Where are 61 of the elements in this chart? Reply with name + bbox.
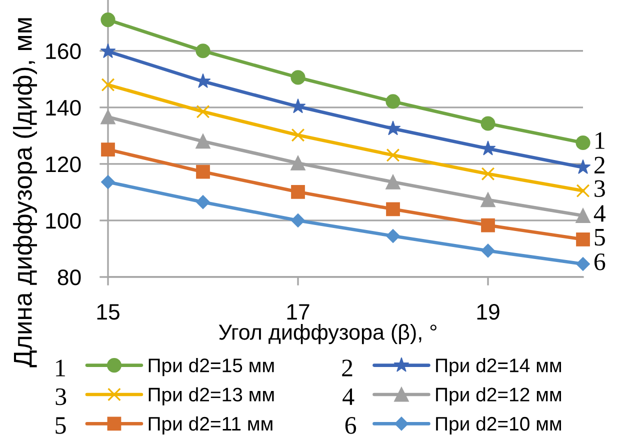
text: 6 xyxy=(594,253,606,270)
point xyxy=(386,229,400,243)
text: 2 xyxy=(594,156,605,174)
point xyxy=(196,134,210,149)
text: 3 xyxy=(594,180,605,198)
text: 5 xyxy=(594,229,605,246)
point xyxy=(576,257,590,271)
legend-label: При d2=15 мм xyxy=(148,358,274,376)
point xyxy=(481,167,495,181)
point xyxy=(290,70,306,85)
point xyxy=(386,202,400,216)
point xyxy=(576,208,590,223)
text: 1 xyxy=(56,360,65,376)
point xyxy=(101,78,115,92)
text: 4 xyxy=(342,388,354,405)
text: 3 xyxy=(56,388,66,406)
point xyxy=(196,104,210,118)
legend-label: При d2=10 мм xyxy=(436,416,561,435)
y-tick-label: 160 xyxy=(46,43,81,60)
point xyxy=(291,214,305,228)
text: 5 xyxy=(56,417,66,434)
point xyxy=(480,116,496,131)
legend-label: При d2=13 мм xyxy=(148,387,274,406)
point xyxy=(480,192,496,208)
y-axis-title: Длина диффузора (lдиф), мм xyxy=(13,18,37,368)
point xyxy=(386,94,400,109)
point xyxy=(290,156,306,170)
point xyxy=(575,159,591,174)
legend-label: При d2=12 мм xyxy=(436,387,561,406)
x-tick-label: 17 xyxy=(287,304,310,320)
point xyxy=(100,110,116,124)
text: 2 xyxy=(342,360,352,376)
point xyxy=(291,184,305,199)
point xyxy=(196,164,210,179)
y-tick-label: 100 xyxy=(46,213,81,229)
x-tick-label: 15 xyxy=(97,304,120,320)
point xyxy=(386,148,400,162)
point xyxy=(100,12,116,28)
text: 6 xyxy=(345,417,356,434)
legend-label: При d2=11 мм xyxy=(148,416,272,435)
point xyxy=(385,120,401,136)
point xyxy=(101,142,115,156)
point xyxy=(196,195,210,209)
point xyxy=(291,128,305,142)
y-tick-label: 140 xyxy=(46,100,81,116)
point xyxy=(101,175,115,189)
point xyxy=(576,232,590,246)
y-tick-label: 120 xyxy=(46,156,81,172)
text: 1 xyxy=(596,132,604,149)
x-tick-label: 19 xyxy=(477,304,500,320)
x-axis-title: Угол диффузора (β), ° xyxy=(218,324,436,344)
legend-label: При d2=14 мм xyxy=(436,358,561,376)
point xyxy=(481,218,495,232)
point xyxy=(386,174,400,190)
point xyxy=(196,44,210,58)
point xyxy=(480,140,496,156)
point xyxy=(481,244,495,258)
point xyxy=(576,184,590,198)
text: 4 xyxy=(594,205,606,222)
point xyxy=(576,135,590,150)
y-tick-label: 80 xyxy=(58,270,81,286)
